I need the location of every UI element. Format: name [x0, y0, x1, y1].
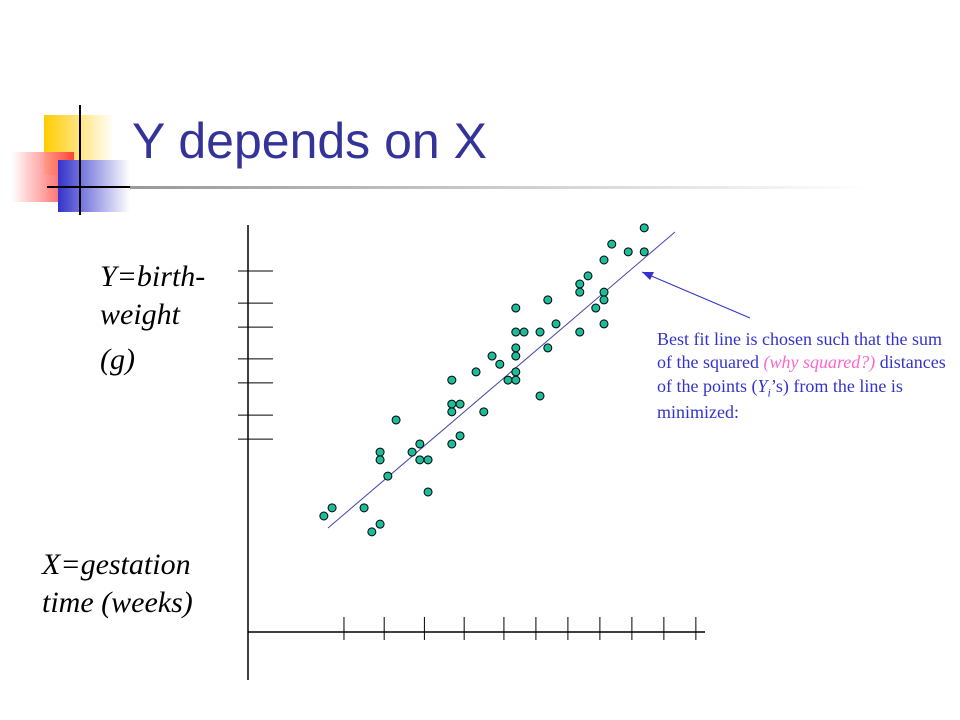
point: [599, 295, 609, 305]
point: [599, 287, 609, 297]
point: [535, 391, 545, 401]
note-subscript: i: [767, 385, 771, 400]
point: [583, 271, 593, 281]
decoration: [12, 105, 870, 215]
y-label-line: (g): [100, 343, 135, 376]
point: [511, 375, 521, 385]
point: [511, 343, 521, 353]
note-text: Best fit line is chosen such that the su…: [657, 329, 942, 373]
point: [543, 295, 553, 305]
point: [375, 447, 385, 457]
point: [575, 327, 585, 337]
chart-title: Y depends on X: [132, 113, 487, 169]
point: [375, 519, 385, 529]
point: [447, 407, 457, 417]
y-label-line: Y=birth-: [100, 260, 206, 293]
point: [423, 487, 433, 497]
point: [599, 319, 609, 329]
note-text: distances of the points (: [657, 352, 946, 396]
point: [447, 399, 457, 409]
point: [367, 527, 377, 537]
point: [471, 367, 481, 377]
point: [455, 399, 465, 409]
x-label-line: time (weeks): [42, 585, 193, 619]
point: [511, 327, 521, 337]
point: [407, 447, 417, 457]
point: [543, 343, 553, 353]
y-axis-label: Y=birth- weight (g): [100, 258, 205, 379]
x-axis-label: X=gestation time (weeks): [42, 546, 193, 621]
fit-line: [327, 231, 676, 529]
point: [607, 239, 617, 249]
point: [319, 511, 329, 521]
annotation: Best fit line is chosen such that the su…: [657, 328, 947, 424]
point: [535, 327, 545, 337]
point: [359, 503, 369, 513]
point: [495, 359, 505, 369]
point: [455, 431, 465, 441]
point: [511, 303, 521, 313]
arrow-head: [642, 272, 654, 280]
y-label-line: weight: [100, 297, 180, 331]
point: [447, 439, 457, 449]
note-text: ’s) from the line is minimized:: [657, 375, 903, 422]
point: [375, 455, 385, 465]
point: [511, 351, 521, 361]
point: [447, 375, 457, 385]
point: [383, 471, 393, 481]
point: [639, 247, 649, 257]
x-label-line: X=gestation: [42, 548, 191, 581]
point: [327, 503, 337, 513]
point: [487, 351, 497, 361]
point: [623, 247, 633, 257]
point: [415, 439, 425, 449]
point: [415, 455, 425, 465]
point: [575, 287, 585, 297]
arrow: [641, 271, 751, 319]
point: [511, 367, 521, 377]
point: [503, 375, 513, 385]
note-emphasis: (why squared?): [763, 352, 876, 373]
point: [423, 455, 433, 465]
point: [519, 327, 529, 337]
note-symbol: Y: [757, 375, 768, 396]
point: [479, 407, 489, 417]
point: [391, 415, 401, 425]
point: [639, 223, 649, 233]
point: [575, 279, 585, 289]
point: [599, 255, 609, 265]
point: [591, 303, 601, 313]
point: [551, 319, 561, 329]
